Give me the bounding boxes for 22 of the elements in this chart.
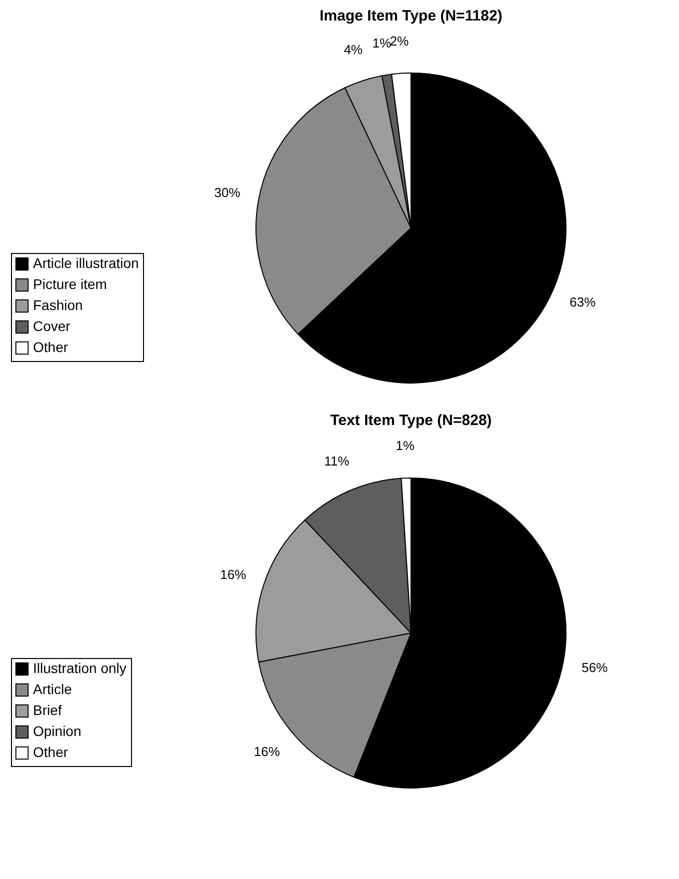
- chart-title: Image Item Type (N=1182): [320, 7, 502, 24]
- legend-label: Article: [33, 681, 72, 697]
- data-label: 56%: [582, 660, 608, 676]
- legend-label: Picture item: [33, 276, 107, 292]
- data-label: 30%: [214, 184, 241, 200]
- legend-label: Fashion: [33, 297, 83, 313]
- legend-label: Article illustration: [33, 255, 139, 271]
- legend-label: Other: [33, 744, 68, 760]
- legend-label: Illustration only: [33, 660, 126, 676]
- legend-label: Cover: [33, 318, 71, 334]
- data-label: 1%: [396, 438, 415, 454]
- chart-title: Text Item Type (N=828): [330, 412, 492, 430]
- data-label: 11%: [324, 453, 350, 468]
- data-label: 1%: [372, 35, 392, 50]
- data-label: 2%: [390, 33, 410, 48]
- legend-label: Other: [33, 339, 68, 355]
- legend-label: Opinion: [33, 723, 82, 739]
- legend-label: Brief: [33, 702, 62, 718]
- data-label: 16%: [220, 567, 247, 582]
- data-label: 4%: [344, 42, 364, 58]
- data-label: 63%: [570, 294, 596, 310]
- data-label: 16%: [254, 744, 280, 760]
